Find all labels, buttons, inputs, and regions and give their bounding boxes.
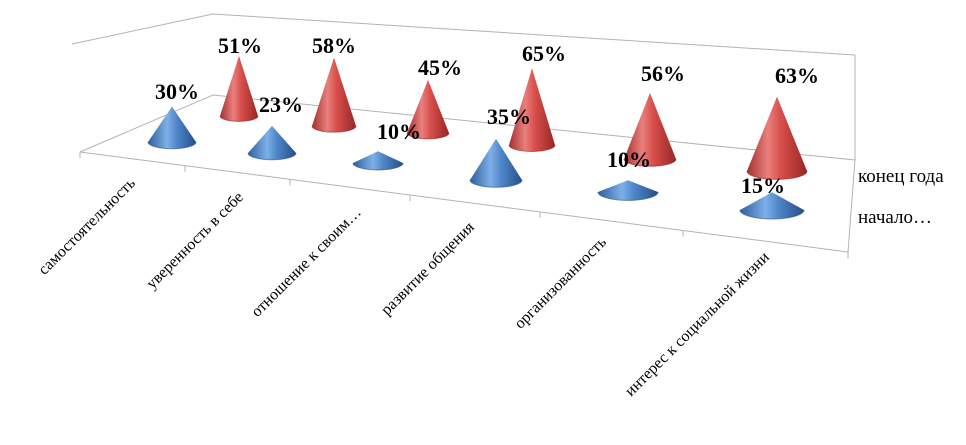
data-labels: 30% 51% 23% 58% 10% 45% 35% 65% 10% 56% 15% 63%: [155, 33, 819, 198]
category-axis-labels: самостоятельность уверенность в себе отнош…: [35, 175, 773, 400]
cone-end-of-year-3: [406, 79, 450, 140]
cone-end-of-year-3-base: [406, 132, 450, 140]
back-wall-top: [71, 13, 856, 56]
cone-end-of-year-4: [508, 68, 556, 152]
floor-front-edge: [79, 151, 849, 253]
cone-end-of-year-1: [219, 55, 259, 122]
value-label-start-3: 10%: [377, 119, 421, 144]
cone-start-5-base: [597, 191, 659, 201]
cone-end-of-year-4-body: [509, 68, 555, 152]
legend-entry-end-of-year: конец года: [858, 166, 944, 187]
value-label-start-6: 15%: [741, 173, 785, 198]
category-label-3: отношение к своим…: [248, 204, 365, 321]
cone-end-of-year-5-base: [623, 158, 677, 167]
cone-end-of-year-6: [746, 96, 808, 180]
category-label-4: развитие общения: [378, 218, 478, 318]
cone-end-of-year-6-base: [746, 170, 808, 180]
legend-entry-start: начало…: [858, 207, 932, 228]
cone-end-of-year-6-body: [747, 96, 807, 180]
cone-end-of-year-2: [311, 57, 357, 133]
value-label-start-1: 30%: [155, 79, 199, 104]
cone-start-3-body: [353, 151, 403, 170]
cone-end-of-year-5: [623, 92, 677, 167]
cone-end-of-year-2-base: [311, 125, 357, 133]
cone-end-of-year-4-base: [508, 144, 556, 152]
cone-start-2-base: [247, 152, 297, 161]
cone-start-2: [247, 125, 297, 161]
cone-start-1-body: [148, 106, 196, 149]
cone-end-of-year-2-body: [312, 57, 356, 133]
cone-end-of-year-3-body: [407, 79, 449, 139]
category-label-2: уверенность в себе: [143, 189, 247, 293]
cone-start-5-body: [598, 180, 658, 201]
cone-start-4-body: [470, 138, 522, 188]
category-axis-ticks: [79, 152, 849, 258]
cone-start-3-base: [352, 162, 404, 171]
category-label-5: организованность: [511, 234, 610, 333]
cone-start-6: [739, 192, 805, 220]
category-label-1: самостоятельность: [35, 175, 139, 279]
cone-start-6-base: [739, 209, 805, 220]
cone-start-1-base: [147, 141, 197, 150]
cone-start-4-base: [469, 179, 523, 188]
cone-start-1: [147, 106, 197, 150]
value-label-end-of-year-5: 56%: [641, 61, 685, 86]
cone-start-2-body: [248, 125, 296, 160]
value-label-end-of-year-4: 65%: [522, 41, 566, 66]
value-label-start-2: 23%: [259, 92, 303, 117]
cone-end-of-year-1-body: [220, 55, 258, 122]
cone-series: [147, 55, 808, 220]
cone-start-6-body: [740, 192, 804, 219]
value-label-end-of-year-1: 51%: [218, 33, 262, 58]
value-label-end-of-year-6: 63%: [775, 63, 819, 88]
value-label-end-of-year-2: 58%: [312, 33, 356, 58]
cone-start-4: [469, 138, 523, 188]
category-label-6: интерес к социальной жизни: [622, 248, 773, 399]
legend: конец года начало…: [858, 166, 944, 228]
value-label-end-of-year-3: 45%: [418, 55, 462, 80]
value-label-start-5: 10%: [607, 147, 651, 172]
cone-end-of-year-1-base: [219, 115, 259, 122]
cone-start-5: [597, 180, 659, 201]
cone-end-of-year-5-body: [624, 92, 676, 167]
cone-start-3: [352, 151, 404, 171]
value-label-start-4: 35%: [487, 104, 531, 129]
